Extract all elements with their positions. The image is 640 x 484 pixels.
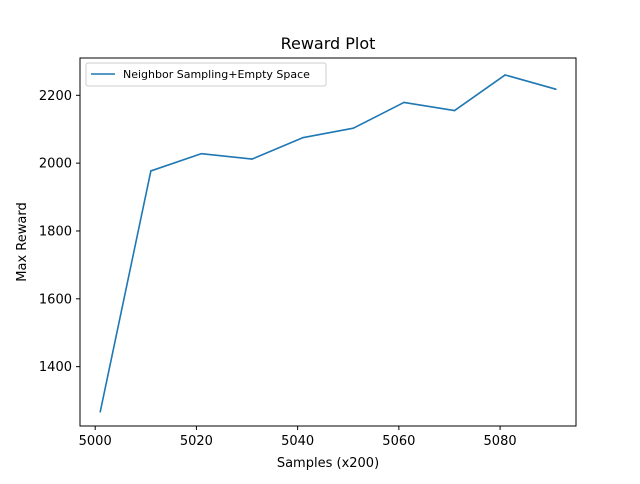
x-tick-label: 5080	[484, 434, 517, 449]
y-axis-ticks: 1400 1600 1800 2000 2200	[39, 89, 80, 375]
data-point	[352, 127, 355, 130]
y-axis-label: Max Reward	[15, 202, 30, 281]
data-point	[200, 152, 203, 155]
x-tick-label: 5060	[382, 434, 415, 449]
data-point	[453, 109, 456, 112]
x-tick-label: 5040	[281, 434, 314, 449]
x-tick-label: 5000	[79, 434, 112, 449]
legend-label: Neighbor Sampling+Empty Space	[123, 68, 310, 81]
y-tick-label: 1800	[39, 224, 72, 239]
data-point	[150, 170, 152, 172]
data-point	[504, 74, 506, 76]
legend: Neighbor Sampling+Empty Space	[85, 62, 327, 87]
x-axis-ticks: 5000 5020 5040 5060 5080	[79, 426, 517, 449]
series-layer	[99, 74, 557, 413]
data-point	[99, 410, 102, 413]
data-point	[554, 88, 557, 91]
y-tick-label: 1400	[39, 360, 72, 375]
y-tick-label: 2200	[39, 89, 72, 104]
legend-box	[85, 62, 327, 87]
x-tick-label: 5020	[180, 434, 213, 449]
y-tick-label: 2000	[39, 157, 72, 172]
series-line-0	[99, 74, 557, 413]
data-point	[403, 101, 405, 104]
data-point	[251, 158, 253, 160]
plot-area-frame	[79, 57, 577, 427]
x-axis-label: Samples (x200)	[277, 456, 379, 471]
chart-title: Reward Plot	[281, 34, 376, 53]
data-point	[301, 136, 304, 139]
y-tick-label: 1600	[39, 292, 72, 307]
